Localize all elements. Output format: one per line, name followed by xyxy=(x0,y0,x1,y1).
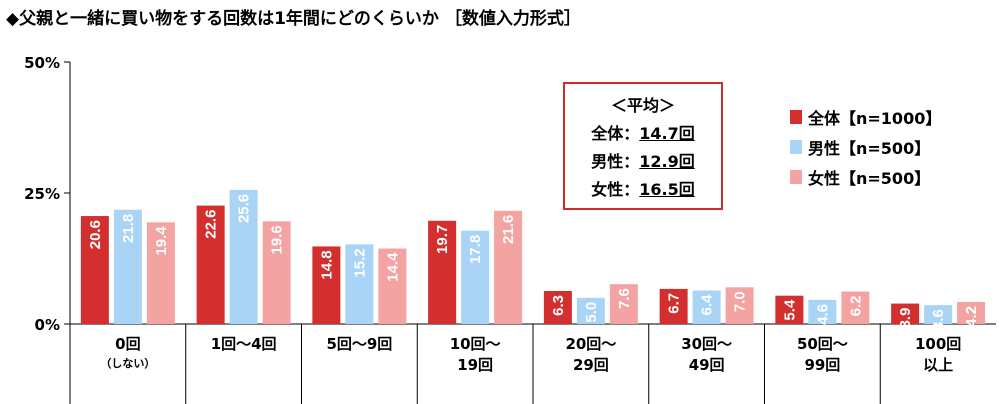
category-label: 5回～9回 xyxy=(326,335,392,353)
data-label: 3.9 xyxy=(897,308,914,329)
legend-label: 男性【n=500】 xyxy=(808,139,931,158)
legend: 全体【n=1000】 男性【n=500】 女性【n=500】 xyxy=(790,102,941,192)
legend-swatch xyxy=(790,170,802,184)
bar xyxy=(609,284,638,324)
data-label: 5.0 xyxy=(583,302,600,323)
average-row-all: 全体：14.7回 xyxy=(565,120,721,144)
data-label: 4.2 xyxy=(963,306,980,327)
data-label: 14.8 xyxy=(318,250,335,279)
chart-title: ◆父親と一緒に買い物をする回数は1年間にどのくらいか ［数値入力形式］ xyxy=(6,9,581,29)
bar xyxy=(80,216,109,324)
bar xyxy=(461,230,490,324)
legend-label: 女性【n=500】 xyxy=(808,169,931,188)
bar xyxy=(808,299,837,324)
bar xyxy=(113,209,142,324)
category-label: 99回 xyxy=(804,356,840,374)
bar xyxy=(725,287,754,324)
average-value: 14.7回 xyxy=(639,124,695,143)
data-label: 22.6 xyxy=(203,210,220,239)
bar xyxy=(312,246,341,324)
category-label: 50回～ xyxy=(797,335,848,353)
bar xyxy=(146,222,175,324)
category-label: 29回 xyxy=(573,356,609,374)
data-label: 19.7 xyxy=(434,225,451,254)
data-label: 7.0 xyxy=(732,291,749,312)
average-value: 16.5回 xyxy=(639,180,695,199)
bar xyxy=(345,244,374,324)
data-label: 25.6 xyxy=(236,194,253,223)
data-label: 21.6 xyxy=(500,215,517,244)
bar xyxy=(841,291,870,324)
data-label: 4.6 xyxy=(814,304,831,325)
data-label: 20.6 xyxy=(87,220,104,249)
category-label: （しない） xyxy=(100,357,155,370)
bar xyxy=(196,205,225,324)
average-row-female: 女性：16.5回 xyxy=(565,176,721,200)
average-label: 男性： xyxy=(591,152,640,171)
category-label: 以上 xyxy=(923,356,953,374)
data-label: 7.6 xyxy=(616,288,633,309)
legend-swatch xyxy=(790,110,802,124)
data-label: 5.4 xyxy=(781,299,798,321)
data-label: 19.6 xyxy=(269,225,286,254)
average-box: ＜平均＞ 全体：14.7回 男性：12.9回 女性：16.5回 xyxy=(563,82,723,210)
data-label: 6.3 xyxy=(550,295,567,316)
data-label: 3.6 xyxy=(930,309,947,330)
data-label: 21.8 xyxy=(120,214,137,243)
bar xyxy=(692,290,721,324)
data-label: 17.8 xyxy=(467,235,484,264)
category-label: 49回 xyxy=(689,356,725,374)
category-label: 100回 xyxy=(915,335,961,353)
bar xyxy=(576,297,605,324)
bar xyxy=(262,221,291,324)
average-label: 全体： xyxy=(591,124,640,143)
data-label: 6.2 xyxy=(847,296,864,317)
category-label: 10回～ xyxy=(450,335,501,353)
legend-item-all: 全体【n=1000】 xyxy=(790,102,941,132)
y-tick-label: 0% xyxy=(35,316,60,334)
data-label: 15.2 xyxy=(351,248,368,277)
data-label: 14.4 xyxy=(384,252,401,282)
average-value: 12.9回 xyxy=(639,152,695,171)
category-label: 0回 xyxy=(115,335,140,353)
bar xyxy=(494,210,523,324)
category-label: 1回～4回 xyxy=(211,335,277,353)
data-label: 6.4 xyxy=(699,294,716,316)
average-header: ＜平均＞ xyxy=(610,96,675,115)
bar xyxy=(659,288,688,324)
average-row-male: 男性：12.9回 xyxy=(565,148,721,172)
category-label: 20回～ xyxy=(565,335,616,353)
category-label: 30回～ xyxy=(681,335,732,353)
legend-item-male: 男性【n=500】 xyxy=(790,132,941,162)
bar xyxy=(775,295,804,324)
y-tick-label: 50% xyxy=(24,54,60,72)
legend-label: 全体【n=1000】 xyxy=(808,109,942,128)
bar xyxy=(229,189,258,324)
average-label: 女性： xyxy=(591,180,640,199)
bar xyxy=(378,248,407,324)
legend-item-female: 女性【n=500】 xyxy=(790,162,941,192)
bar xyxy=(891,303,920,324)
bar xyxy=(924,305,953,324)
bar xyxy=(428,220,457,324)
category-label: 19回 xyxy=(457,356,493,374)
bar xyxy=(957,301,986,324)
data-label: 6.7 xyxy=(666,293,683,314)
data-label: 19.4 xyxy=(153,226,170,256)
legend-swatch xyxy=(790,140,802,154)
y-tick-label: 25% xyxy=(24,185,60,203)
bar xyxy=(543,290,572,324)
